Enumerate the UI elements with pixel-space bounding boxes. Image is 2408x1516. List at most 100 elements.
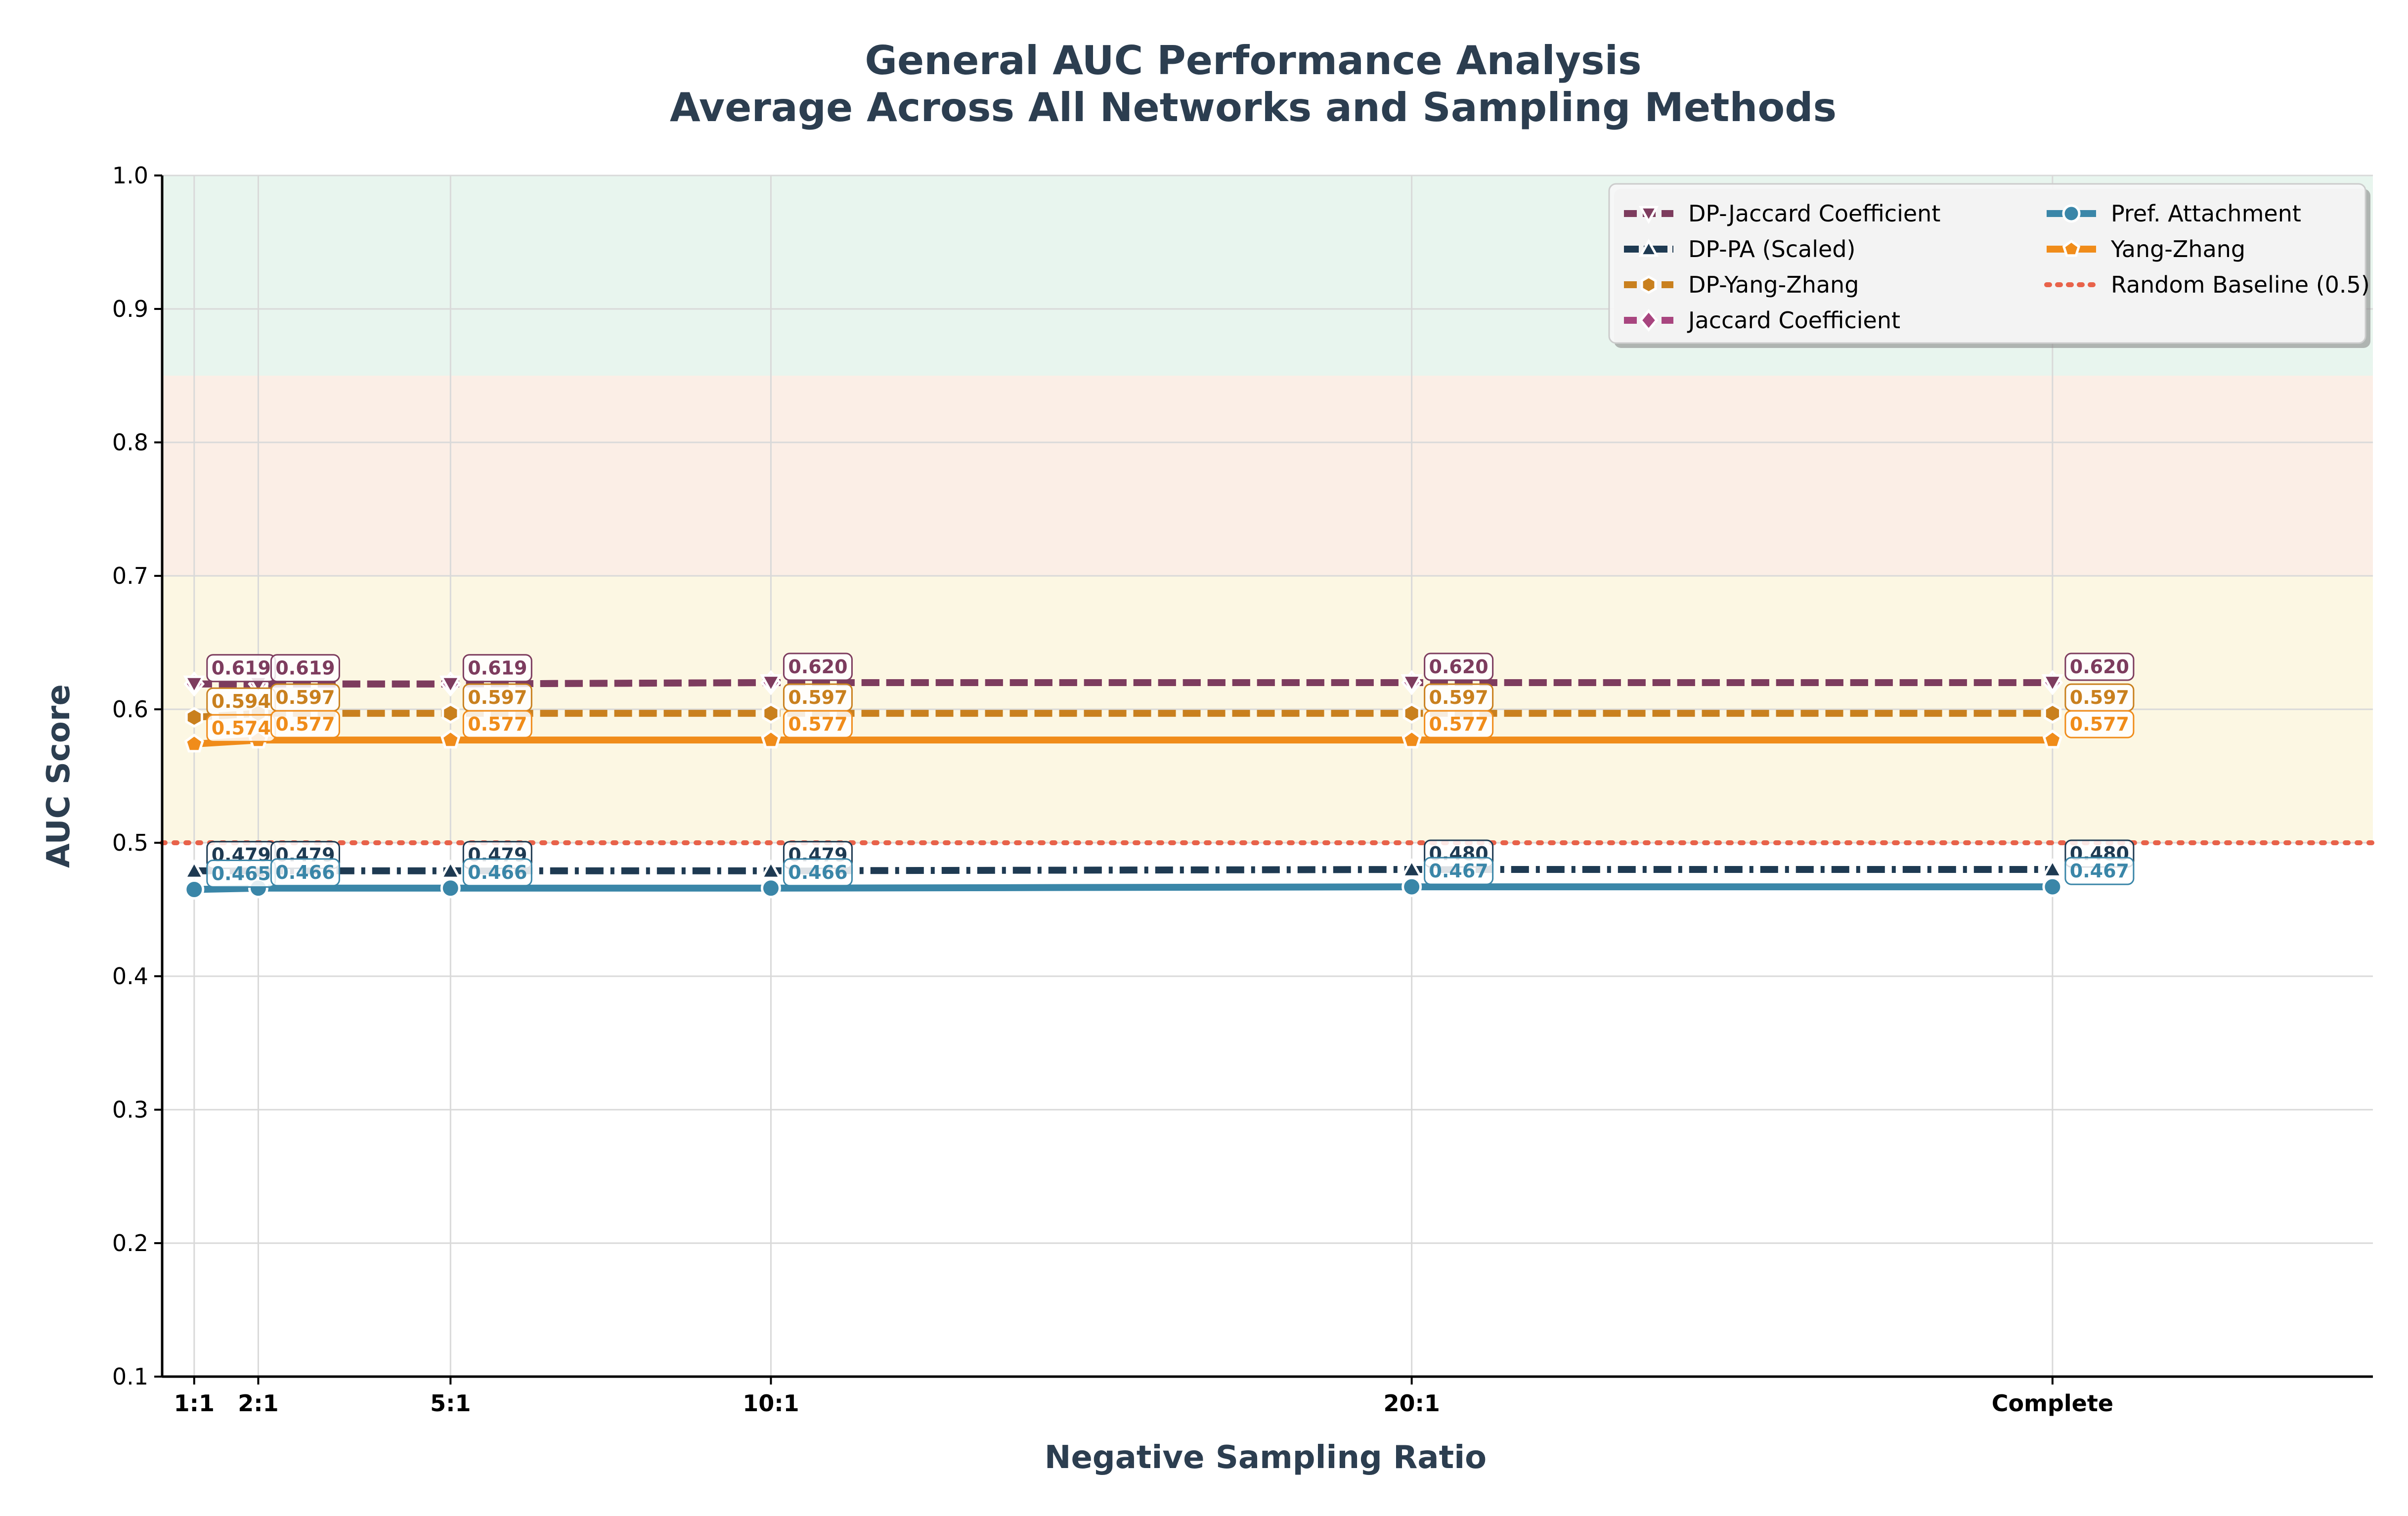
x-axis-label: Negative Sampling Ratio bbox=[1045, 1439, 1487, 1476]
series-markers bbox=[183, 670, 2064, 900]
label-box-5-2 bbox=[462, 710, 532, 738]
y-tick-label-7: 0.8 bbox=[112, 429, 148, 456]
label-box-5-5 bbox=[2064, 710, 2135, 738]
data-label-2-5: 0.597 bbox=[2070, 687, 2129, 708]
point-1-5 bbox=[2041, 858, 2064, 878]
label-box-4-1 bbox=[270, 858, 340, 887]
point-5-4 bbox=[1401, 730, 1422, 749]
legend-label-5: Yang-Zhang bbox=[2110, 236, 2245, 262]
series-line-5 bbox=[194, 736, 2053, 748]
legend: DP-Jaccard Coefficient DP-PA (Scaled) DP-Y… bbox=[1608, 183, 2370, 348]
y-tick-label-3: 0.4 bbox=[112, 963, 148, 990]
point-0-2 bbox=[439, 675, 462, 695]
y-tick-label-2: 0.3 bbox=[112, 1096, 148, 1123]
x-tick-label-0: 1:1 bbox=[174, 1390, 215, 1417]
x-tick-label-1: 2:1 bbox=[238, 1390, 278, 1417]
legend-marker-5 bbox=[2062, 239, 2081, 257]
data-label-0-2: 0.619 bbox=[468, 657, 527, 679]
data-label-2-0: 0.594 bbox=[212, 691, 271, 712]
data-label-5-2: 0.577 bbox=[468, 713, 527, 735]
x-tick-label-5: Complete bbox=[1992, 1390, 2113, 1417]
y-tick-labels: 0.1 0.2 0.3 0.4 0.5 0.6 0.7 0.8 0.9 1.0 bbox=[112, 162, 162, 1390]
x-tick-label-2: 5:1 bbox=[430, 1390, 471, 1417]
label-box-0-4 bbox=[1424, 652, 1494, 681]
legend-label-baseline: Random Baseline (0.5) bbox=[2111, 271, 2370, 298]
band-1 bbox=[162, 376, 2373, 576]
point-4-3 bbox=[760, 878, 781, 899]
data-label-4-3: 0.466 bbox=[788, 862, 847, 883]
point-5-0 bbox=[184, 734, 204, 753]
data-label-5-4: 0.577 bbox=[1429, 713, 1489, 735]
data-label-5-0: 0.574 bbox=[212, 717, 271, 739]
x-tick-label-3: 10:1 bbox=[743, 1390, 799, 1417]
legend-label-2: DP-Yang-Zhang bbox=[1688, 271, 1859, 298]
label-box-4-5 bbox=[2064, 857, 2135, 885]
point-0-3 bbox=[760, 674, 782, 694]
legend-frame bbox=[1608, 183, 2366, 344]
series-line-0 bbox=[194, 679, 2053, 688]
point-2-3 bbox=[762, 703, 780, 724]
point-1-3 bbox=[760, 859, 782, 879]
data-label-5-5: 0.577 bbox=[2070, 713, 2129, 735]
point-4-4 bbox=[1401, 876, 1422, 897]
point-4-0 bbox=[184, 879, 205, 900]
data-label-4-2: 0.466 bbox=[468, 862, 527, 883]
legend-label-0: DP-Jaccard Coefficient bbox=[1688, 200, 1940, 227]
y-tick-label-6: 0.7 bbox=[112, 563, 148, 589]
data-label-4-5: 0.467 bbox=[2070, 860, 2129, 882]
point-0-0 bbox=[183, 675, 206, 695]
data-label-0-4: 0.620 bbox=[1429, 656, 1489, 678]
data-label-0-1: 0.619 bbox=[275, 657, 335, 679]
x-tick-labels: 1:1 2:1 5:1 10:1 20:1 Complete bbox=[174, 1377, 2113, 1417]
data-label-0-5: 0.620 bbox=[2070, 656, 2129, 678]
point-1-0 bbox=[183, 859, 206, 879]
chart-subtitle: Average Across All Networks and Sampling… bbox=[670, 85, 1837, 130]
data-label-2-3: 0.597 bbox=[788, 687, 847, 708]
legend-marker-3 bbox=[1639, 308, 1659, 332]
point-5-5 bbox=[2042, 730, 2062, 749]
legend-label-4: Pref. Attachment bbox=[2111, 200, 2301, 227]
point-0-4 bbox=[1401, 674, 1423, 694]
label-box-5-3 bbox=[783, 710, 853, 738]
label-box-4-2 bbox=[462, 858, 532, 887]
series-line-1 bbox=[194, 866, 2053, 874]
point-2-2 bbox=[441, 703, 460, 724]
point-4-2 bbox=[440, 878, 461, 899]
legend-marker-4 bbox=[2062, 204, 2081, 223]
label-box-0-1 bbox=[270, 654, 340, 683]
y-tick-label-1: 0.2 bbox=[112, 1230, 148, 1256]
legend-marker-1 bbox=[1638, 238, 1659, 257]
point-2-0 bbox=[185, 707, 203, 728]
data-label-0-3: 0.620 bbox=[788, 656, 847, 678]
data-label-5-1: 0.577 bbox=[275, 713, 335, 735]
point-1-4 bbox=[1401, 858, 1423, 878]
data-label-5-3: 0.577 bbox=[788, 713, 847, 735]
label-box-5-1 bbox=[270, 710, 340, 738]
label-box-5-4 bbox=[1424, 710, 1494, 738]
point-1-2 bbox=[439, 859, 462, 879]
legend-label-3: Jaccard Coefficient bbox=[1687, 307, 1900, 334]
label-box-4-3 bbox=[783, 858, 853, 887]
data-label-0-0: 0.619 bbox=[212, 657, 271, 679]
data-label-2-4: 0.597 bbox=[1429, 687, 1489, 708]
legend-marker-2 bbox=[1640, 275, 1657, 294]
y-tick-label-0: 0.1 bbox=[112, 1363, 148, 1390]
point-2-5 bbox=[2043, 703, 2061, 724]
y-tick-label-8: 0.9 bbox=[112, 296, 148, 322]
point-5-3 bbox=[761, 730, 781, 749]
label-box-0-2 bbox=[462, 654, 532, 683]
data-label-4-4: 0.467 bbox=[1429, 860, 1489, 882]
data-label-2-1: 0.597 bbox=[275, 687, 335, 708]
data-label-4-1: 0.466 bbox=[275, 862, 335, 883]
legend-marker-0 bbox=[1638, 206, 1659, 224]
data-label-2-2: 0.597 bbox=[468, 687, 527, 708]
legend-label-1: DP-PA (Scaled) bbox=[1688, 236, 1856, 262]
chart-title: General AUC Performance Analysis bbox=[865, 38, 1641, 84]
axes bbox=[161, 175, 2373, 1378]
series-line-4 bbox=[194, 883, 2053, 893]
point-0-5 bbox=[2041, 674, 2064, 694]
label-box-0-3 bbox=[783, 652, 853, 681]
